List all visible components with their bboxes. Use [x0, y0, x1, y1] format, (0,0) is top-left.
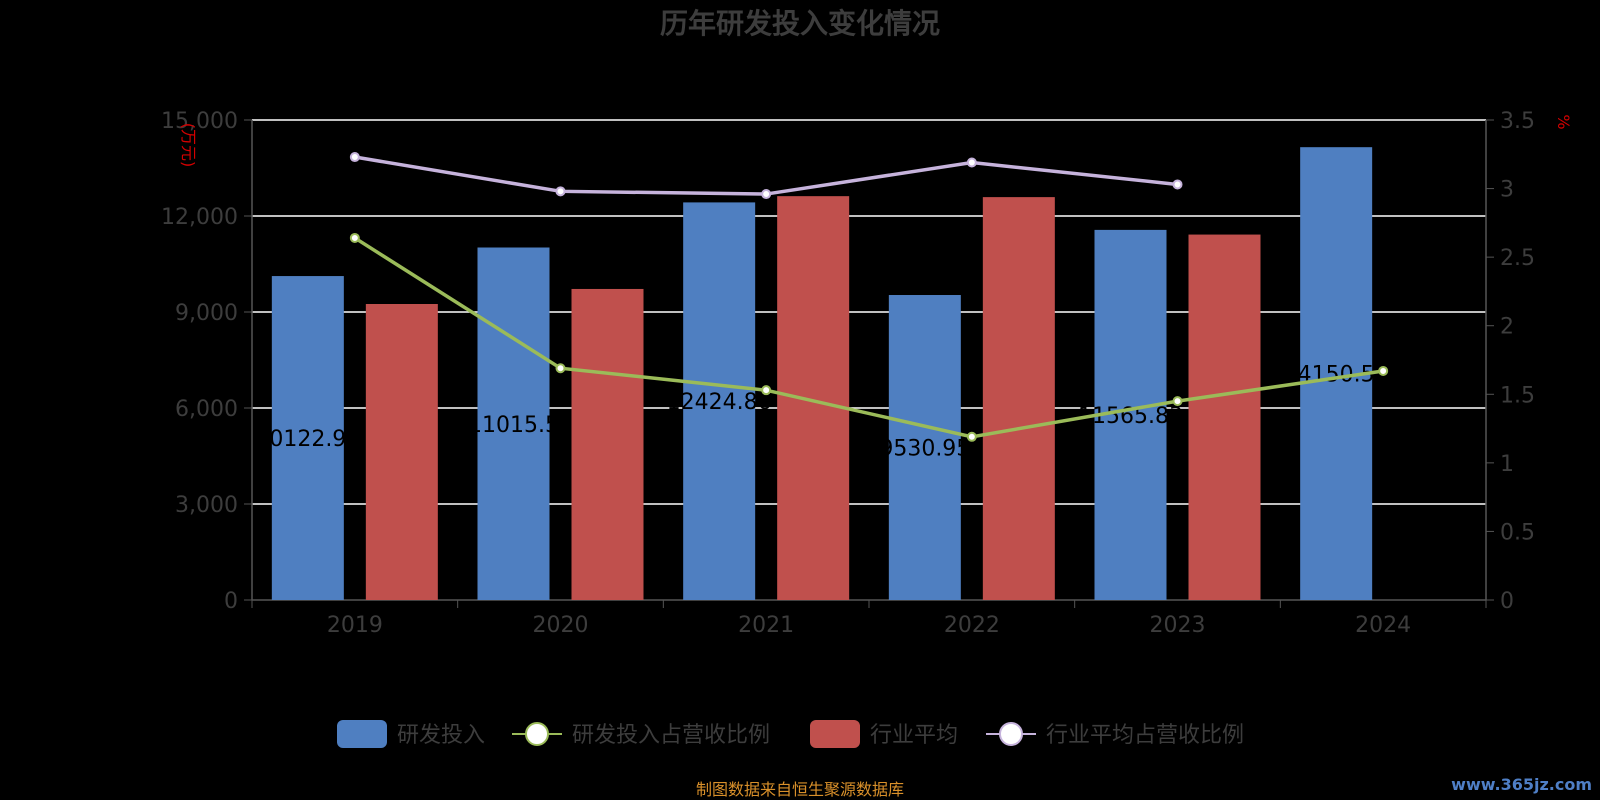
line-point: [1172, 396, 1183, 407]
line-point: [555, 363, 566, 374]
bar-行业平均: [571, 288, 644, 600]
bar-研发投入: [888, 295, 961, 600]
line-point: [966, 431, 977, 442]
bar-行业平均: [777, 196, 850, 600]
grid: [252, 119, 1486, 505]
legend-label: 研发投入占营收比例: [572, 723, 770, 748]
right-tick-label: 2.5: [1500, 246, 1535, 271]
legend-item[interactable]: 行业平均占营收比例: [986, 722, 1244, 748]
lines: [349, 152, 1389, 442]
bar-data-label: 9530.95: [879, 437, 970, 462]
x-tick-label: 2023: [1150, 613, 1206, 638]
legend-swatch-marker: [999, 722, 1023, 746]
chart-title: 历年研发投入变化情况: [660, 7, 940, 40]
legend-label: 行业平均: [870, 723, 958, 748]
right-tick-label: 3: [1500, 178, 1514, 203]
x-tick-label: 2021: [738, 613, 794, 638]
line-行业平均占营收比例: [354, 155, 1178, 196]
right-tick-label: 3.5: [1500, 109, 1535, 134]
x-tick-label: 2019: [327, 613, 383, 638]
left-tick-label: 9,000: [175, 301, 238, 326]
right-tick-label: 0: [1500, 589, 1514, 614]
bars: [271, 147, 1373, 600]
bar-研发投入: [477, 247, 550, 600]
bar-行业平均: [1188, 234, 1261, 600]
bar-行业平均: [982, 197, 1055, 600]
bar-研发投入: [683, 202, 756, 600]
x-tick-label: 2020: [533, 613, 589, 638]
bar-data-label: 12424.86: [667, 390, 772, 415]
legend-swatch: [810, 720, 860, 748]
left-tick-label: 6,000: [175, 397, 238, 422]
legend-swatch-marker: [525, 722, 549, 746]
line-point: [349, 232, 360, 243]
line-point: [555, 186, 566, 197]
left-tick-label: 3,000: [175, 493, 238, 518]
bar-研发投入: [271, 276, 344, 600]
legend-item[interactable]: 行业平均: [810, 720, 958, 748]
line-研发投入占营收比例: [353, 236, 1384, 439]
legend-label: 研发投入: [397, 723, 485, 748]
legend[interactable]: 研发投入 研发投入占营收比例 行业平均 行业平均占营收比例: [337, 720, 1244, 748]
axes: 0 3,000 6,000 9,000 12,000 15,000 0 0.5 1 1.5 2 2.5…: [161, 109, 1535, 638]
right-tick-label: 2: [1500, 315, 1514, 340]
line-point: [1172, 179, 1183, 190]
x-tick-label: 2022: [944, 613, 1000, 638]
right-tick-label: 0.5: [1500, 520, 1535, 545]
line-point: [761, 385, 772, 396]
bar-data-label: 10122.98: [255, 427, 360, 452]
line-point: [349, 152, 360, 163]
left-axis-unit: (万元): [179, 123, 198, 168]
left-tick-label: 15,000: [161, 109, 238, 134]
legend-item[interactable]: 研发投入: [337, 720, 485, 748]
x-tick-label: 2024: [1355, 613, 1411, 638]
bar-data-label: 11015.5: [468, 413, 559, 438]
line-point: [966, 157, 977, 168]
right-axis-unit: %: [1554, 114, 1573, 129]
legend-label: 行业平均占营收比例: [1046, 723, 1244, 748]
right-tick-label: 1.5: [1500, 383, 1535, 408]
line-point: [1378, 365, 1389, 376]
left-tick-label: 0: [224, 589, 238, 614]
line-point: [761, 189, 772, 200]
bar-行业平均: [365, 304, 438, 600]
legend-item[interactable]: 研发投入占营收比例: [512, 722, 770, 748]
watermark: www.365jz.com: [1451, 775, 1592, 794]
data-labels: 10122.9811015.512424.869530.9511565.8314…: [255, 363, 1388, 462]
left-tick-label: 12,000: [161, 205, 238, 230]
legend-swatch: [337, 720, 387, 748]
source-note: 制图数据来自恒生聚源数据库: [696, 780, 904, 799]
right-tick-label: 1: [1500, 452, 1514, 477]
